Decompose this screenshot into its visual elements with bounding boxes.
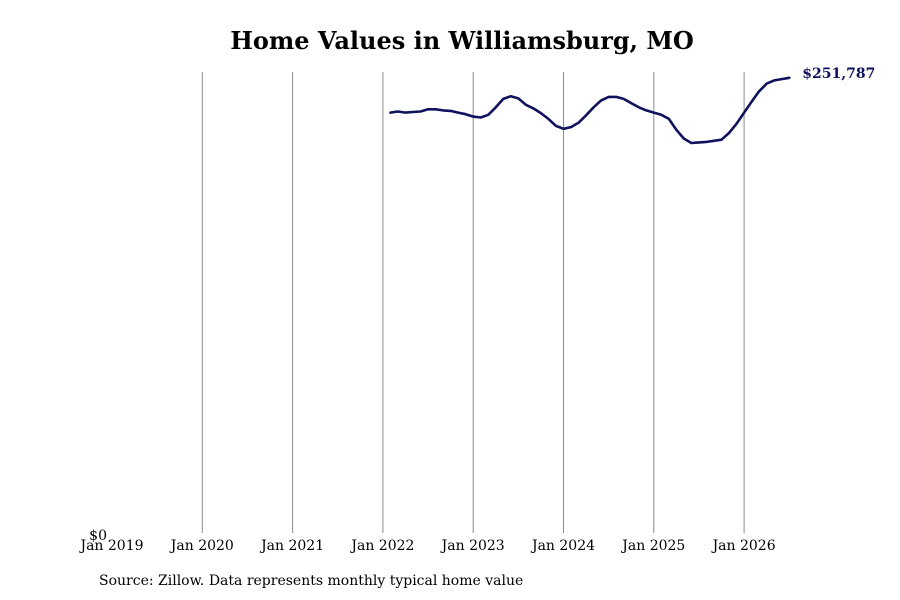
vertical-gridlines <box>201 72 745 533</box>
x-tick-label: Jan 2020 <box>169 538 234 554</box>
x-tick-label: Jan 2021 <box>259 538 324 554</box>
chart-title: Home Values in Williamsburg, MO <box>230 26 694 55</box>
x-tick-label: Jan 2019 <box>78 538 143 554</box>
x-axis-tick-labels: Jan 2019 Jan 2020 Jan 2021 Jan 2022 Jan 2023… <box>78 538 775 554</box>
home-value-series-line <box>389 76 791 145</box>
x-tick-label: Jan 2026 <box>711 538 776 554</box>
y-axis-zero-label: $0 <box>89 528 107 544</box>
x-tick-label: Jan 2023 <box>440 538 505 554</box>
x-tick-label: Jan 2022 <box>349 538 414 554</box>
x-tick-label: Jan 2025 <box>620 538 685 554</box>
source-note: Source: Zillow. Data represents monthly … <box>99 573 524 589</box>
last-value-label: $251,787 <box>802 66 875 82</box>
x-tick-label: Jan 2024 <box>530 538 595 554</box>
